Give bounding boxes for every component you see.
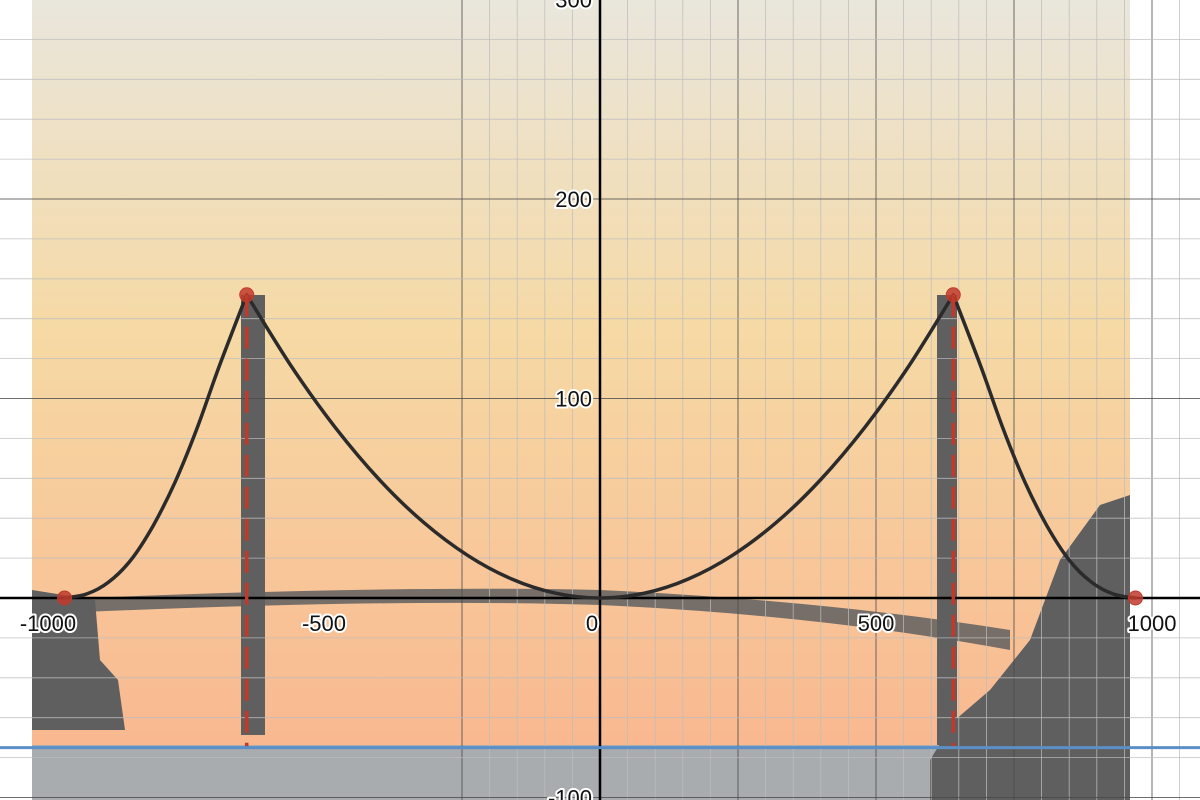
y-tick-label: 300 — [555, 0, 592, 13]
bridge-deck-silhouette — [40, 588, 1010, 650]
y-tick-label: 200 — [555, 187, 592, 212]
left-tower-silhouette — [241, 295, 265, 735]
tick-labels: -1000 -500 0 500 1000 300 200 100 -100 — [18, 0, 1179, 800]
x-tick-label: 0 — [586, 611, 598, 636]
plot-points — [57, 287, 1143, 606]
main-cable-right-series — [951, 293, 1138, 600]
x-tick-label: -1000 — [20, 611, 76, 636]
data-point-4 — [1127, 590, 1143, 606]
x-tick-label: 500 — [858, 611, 895, 636]
data-point-2 — [239, 287, 255, 303]
plot-series — [0, 293, 1200, 750]
main-cable-left-series — [62, 293, 249, 600]
y-tick-label: 100 — [555, 387, 592, 412]
data-point-1 — [57, 590, 73, 606]
x-tick-label: 1000 — [1128, 611, 1177, 636]
data-point-3 — [945, 287, 961, 303]
x-tick-label: -500 — [302, 611, 346, 636]
main-cable-center-series — [244, 293, 956, 600]
fort-silhouette — [32, 590, 125, 730]
y-tick-label: -100 — [548, 786, 592, 800]
